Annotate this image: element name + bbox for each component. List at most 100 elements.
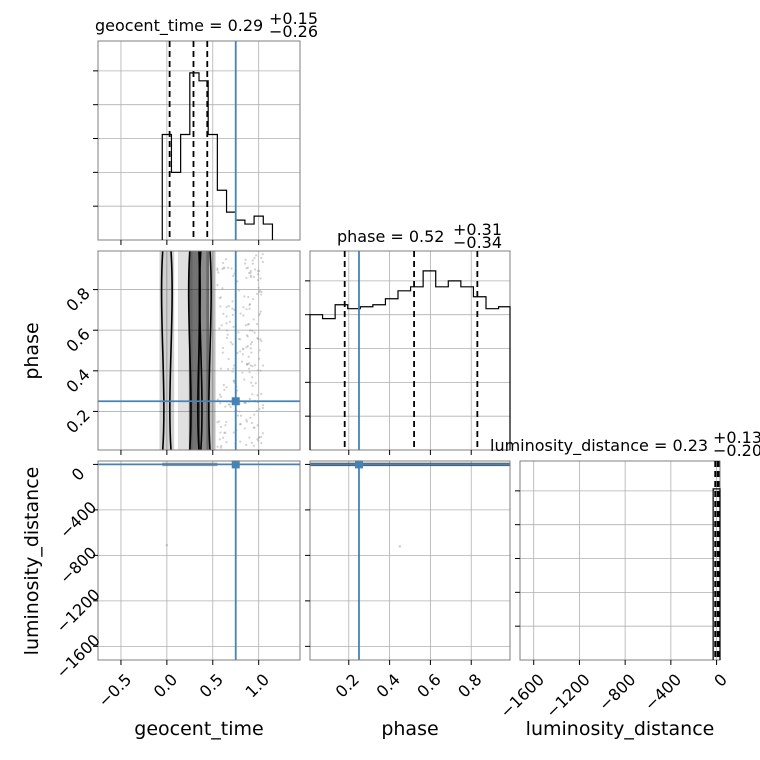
sample-point	[253, 256, 256, 260]
sample-point	[252, 444, 256, 447]
sample-point	[216, 267, 219, 270]
sample-point	[243, 401, 246, 404]
sample-point	[256, 292, 259, 295]
sample-point	[258, 290, 261, 294]
sample-point	[222, 267, 225, 270]
sample-point	[258, 269, 261, 272]
truth-point-21	[231, 397, 240, 406]
sample-point	[244, 324, 247, 327]
xtick-label-phase-3: 0.8	[454, 670, 485, 701]
sample-point	[247, 367, 251, 370]
sample-point	[242, 347, 245, 350]
contours-phase-vs-geocent-time	[160, 250, 212, 451]
sample-point	[244, 401, 247, 404]
sample-point	[257, 439, 260, 442]
sample-point	[245, 420, 249, 423]
sample-point	[227, 266, 230, 269]
sample-point	[254, 268, 257, 271]
sample-point	[245, 308, 248, 311]
xtick-label-phase-2: 0.6	[413, 670, 444, 701]
sample-point	[219, 305, 222, 308]
sample-point	[216, 421, 219, 424]
title-geocent-time-median: 0.29	[228, 16, 264, 35]
sample-point	[258, 314, 261, 317]
sample-point	[225, 329, 229, 332]
hist-phase-quantiles	[343, 251, 479, 450]
ytick-label-phase-0: 0.2	[62, 406, 93, 437]
sample-point	[249, 274, 252, 277]
hist-distance-quantiles	[714, 461, 720, 660]
sample-point	[261, 403, 265, 407]
sample-point	[253, 413, 256, 416]
scatter-phase-vs-geocent-time-panel: 0.2 0.4 0.6 0.8 phase	[21, 250, 301, 455]
sample-point	[258, 349, 261, 352]
sample-point	[246, 345, 249, 348]
title-geocent-time: geocent_time = 0.29	[95, 16, 263, 36]
contour-lobe-0	[160, 250, 173, 451]
sample-point	[259, 277, 262, 280]
sample-point	[245, 346, 248, 349]
sample-point	[232, 364, 236, 367]
sample-point	[246, 335, 249, 338]
xtick-label-phase-1: 0.4	[372, 670, 403, 701]
sample-point	[245, 276, 248, 280]
sample-point	[250, 381, 253, 384]
sample-point	[257, 357, 261, 360]
sample-point	[249, 343, 252, 346]
sample-point	[248, 329, 252, 332]
scatter-distance-vs-geocent-time-frame	[97, 460, 301, 661]
sample-point	[256, 369, 259, 372]
sample-point	[249, 347, 252, 350]
sample-point	[255, 323, 259, 326]
sample-point	[251, 365, 254, 368]
sample-point	[227, 305, 230, 308]
sample-point	[260, 340, 263, 343]
sample-point	[218, 438, 221, 441]
sample-point	[259, 338, 262, 341]
sample-point	[238, 423, 242, 426]
ytick-label-luminosity_distance-1: −1200	[52, 585, 104, 637]
xtick-label-geocent_time-0: −0.5	[94, 670, 135, 711]
sample-point	[253, 426, 256, 429]
sample-point	[220, 445, 223, 448]
sample-point	[228, 403, 231, 406]
xtick-label-phase-0: 0.2	[332, 670, 363, 701]
xtick-label-geocent_time-1: 0.0	[150, 670, 181, 701]
xtick-label-luminosity_distance-0: −1600	[496, 670, 548, 722]
sample-point	[256, 438, 259, 441]
sample-point	[232, 379, 235, 382]
title-distance-eq: =	[649, 436, 673, 455]
hist-distance-panel: −1600−1200 −800 −400 0 luminosity_distance …	[490, 428, 760, 740]
sample-point	[242, 314, 245, 317]
density-column-2	[188, 251, 200, 450]
sample-point	[248, 307, 251, 310]
sample-point	[259, 369, 262, 372]
sample-point	[221, 267, 224, 270]
sample-point	[220, 324, 223, 327]
sample-point	[219, 446, 222, 449]
xlabel-luminosity-distance: luminosity_distance	[526, 718, 715, 740]
sample-point	[225, 336, 229, 340]
sample-point	[232, 431, 235, 434]
hist-phase-panel: phase = 0.52 +0.31 −0.34	[305, 220, 511, 455]
sample-point	[231, 343, 234, 346]
sample-point	[256, 337, 260, 341]
title-geocent-time-minus: −0.26	[269, 22, 318, 41]
sample-point	[256, 424, 259, 427]
title-phase-eq: =	[385, 227, 409, 246]
ytick-label-luminosity_distance-2: −800	[56, 543, 101, 588]
title-distance-name: luminosity_distance	[490, 436, 649, 456]
sample-point	[261, 432, 265, 435]
sample-point	[239, 423, 242, 426]
sample-point	[241, 371, 244, 374]
sample-point	[217, 271, 220, 274]
sample-point	[248, 271, 251, 275]
sample-point	[240, 360, 244, 363]
sample-point	[257, 436, 261, 439]
title-distance-plus: +0.13	[713, 428, 760, 447]
xtick-label-luminosity_distance-2: −800	[595, 670, 640, 715]
hist-geocent-time-panel: geocent_time = 0.29 +0.15 −0.26	[93, 9, 318, 245]
sample-point	[249, 269, 252, 273]
sample-point	[216, 398, 219, 401]
sample-point	[244, 258, 247, 261]
